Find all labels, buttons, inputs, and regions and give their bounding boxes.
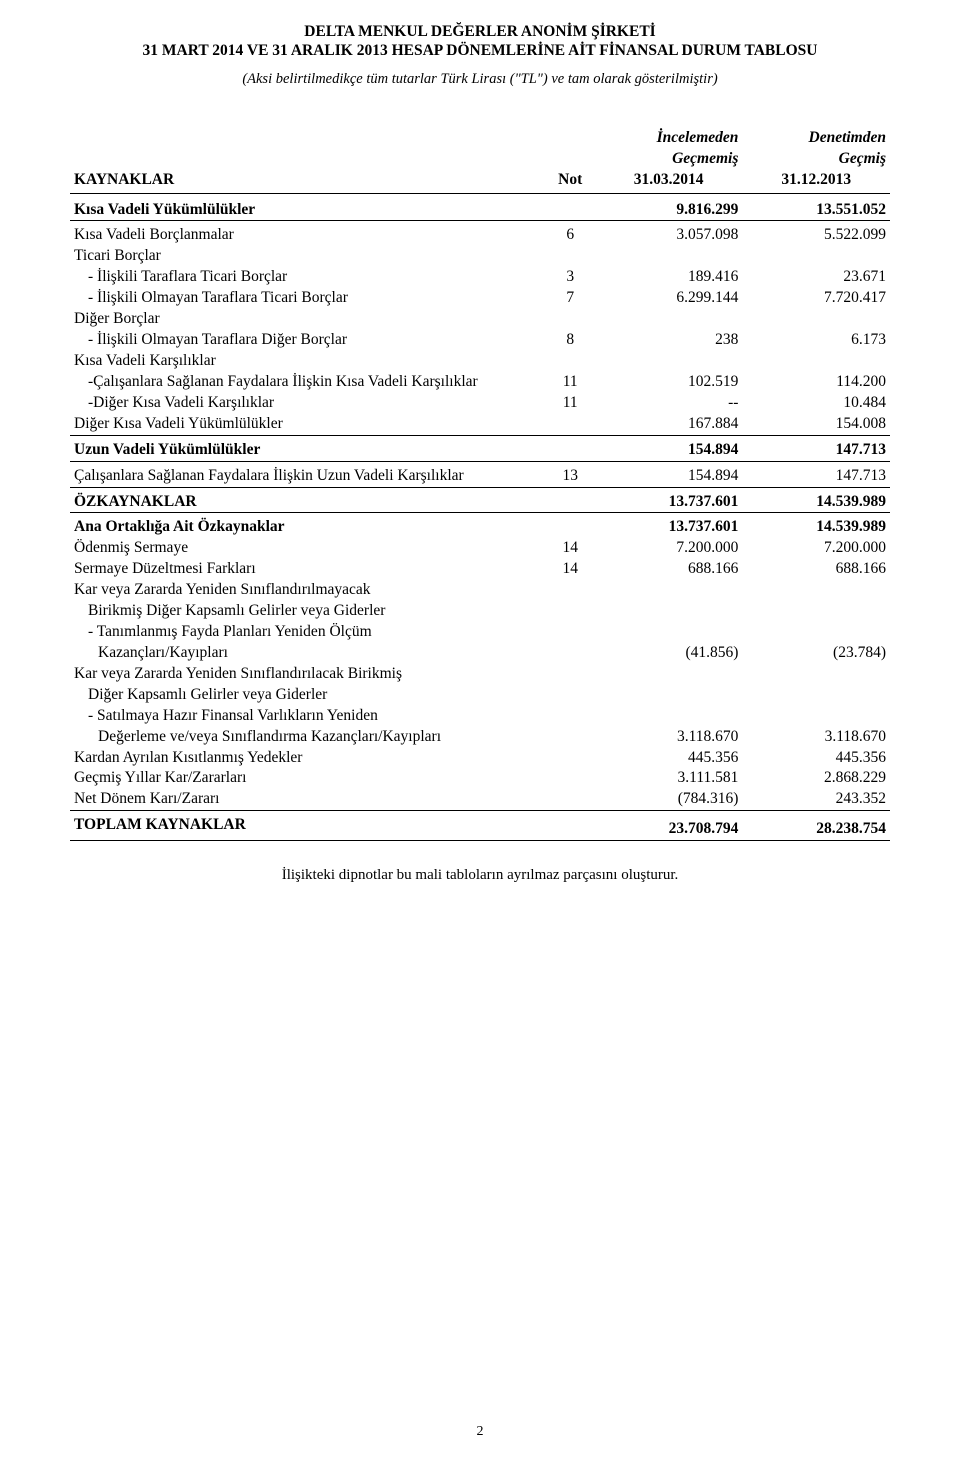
table-row: Kar veya Zararda Yeniden Sınıflandırılac… xyxy=(70,664,890,685)
col2-header-top: Denetimden xyxy=(742,128,890,149)
table-row: Sermaye Düzeltmesi Farkları 14 688.166 6… xyxy=(70,559,890,580)
table-row: Kısa Vadeli Karşılıklar xyxy=(70,351,890,372)
note-column-label: Not xyxy=(546,170,595,193)
table-row: Kazançları/Kayıpları (41.856) (23.784) xyxy=(70,643,890,664)
col1-header-bot: Geçmemiş xyxy=(595,149,743,170)
footnote-text: İlişikteki dipnotlar bu mali tabloların … xyxy=(70,867,890,884)
table-row: Çalışanlara Sağlanan Faydalara İlişkin U… xyxy=(70,466,890,487)
header-row-3: KAYNAKLAR Not 31.03.2014 31.12.2013 xyxy=(70,170,890,193)
table-row: - Tanımlanmış Fayda Planları Yeniden Ölç… xyxy=(70,622,890,643)
table-row: Ödenmiş Sermaye 14 7.200.000 7.200.000 xyxy=(70,538,890,559)
col2-header-bot: Geçmiş xyxy=(742,149,890,170)
table-row: Diğer Borçlar xyxy=(70,309,890,330)
table-row: Değerleme ve/veya Sınıflandırma Kazançla… xyxy=(70,727,890,748)
table-row: ÖZKAYNAKLAR 13.737.601 14.539.989 xyxy=(70,492,890,513)
header-row-2: Geçmemiş Geçmiş xyxy=(70,149,890,170)
table-row: Birikmiş Diğer Kapsamlı Gelirler veya Gi… xyxy=(70,601,890,622)
page-number: 2 xyxy=(70,1424,890,1440)
table-row: - İlişkili Taraflara Ticari Borçlar 3 18… xyxy=(70,267,890,288)
table-row: - İlişkili Olmayan Taraflara Diğer Borçl… xyxy=(70,330,890,351)
title-line-2: 31 MART 2014 VE 31 ARALIK 2013 HESAP DÖN… xyxy=(70,41,890,60)
table-row: Kısa Vadeli Borçlanmalar 6 3.057.098 5.5… xyxy=(70,225,890,246)
table-row: Diğer Kapsamlı Gelirler veya Giderler xyxy=(70,685,890,706)
table-row: - İlişkili Olmayan Taraflara Ticari Borç… xyxy=(70,288,890,309)
table-row: Kardan Ayrılan Kısıtlanmış Yedekler 445.… xyxy=(70,748,890,769)
table-row: Kar veya Zararda Yeniden Sınıflandırılma… xyxy=(70,580,890,601)
header-row-1: İncelemeden Denetimden xyxy=(70,128,890,149)
main-column-label: KAYNAKLAR xyxy=(70,170,546,193)
col2-date: 31.12.2013 xyxy=(742,170,890,193)
balance-sheet-table: İncelemeden Denetimden Geçmemiş Geçmiş K… xyxy=(70,128,890,842)
table-row: - Satılmaya Hazır Finansal Varlıkların Y… xyxy=(70,706,890,727)
table-row-total: TOPLAM KAYNAKLAR 23.708.794 28.238.754 xyxy=(70,811,890,841)
report-title: DELTA MENKUL DEĞERLER ANONİM ŞİRKETİ 31 … xyxy=(70,22,890,61)
table-row: -Çalışanlara Sağlanan Faydalara İlişkin … xyxy=(70,372,890,393)
table-row: -Diğer Kısa Vadeli Karşılıklar 11 -- 10.… xyxy=(70,393,890,414)
report-subtitle: (Aksi belirtilmedikçe tüm tutarlar Türk … xyxy=(70,71,890,88)
table-row: Kısa Vadeli Yükümlülükler 9.816.299 13.5… xyxy=(70,200,890,221)
table-row: Diğer Kısa Vadeli Yükümlülükler 167.884 … xyxy=(70,414,890,435)
col1-date: 31.03.2014 xyxy=(595,170,743,193)
table-row: Uzun Vadeli Yükümlülükler 154.894 147.71… xyxy=(70,440,890,461)
title-line-1: DELTA MENKUL DEĞERLER ANONİM ŞİRKETİ xyxy=(70,22,890,41)
col1-header-top: İncelemeden xyxy=(595,128,743,149)
table-row: Ticari Borçlar xyxy=(70,246,890,267)
table-row: Net Dönem Karı/Zararı (784.316) 243.352 xyxy=(70,789,890,810)
table-row: Geçmiş Yıllar Kar/Zararları 3.111.581 2.… xyxy=(70,768,890,789)
table-row: Ana Ortaklığa Ait Özkaynaklar 13.737.601… xyxy=(70,517,890,538)
